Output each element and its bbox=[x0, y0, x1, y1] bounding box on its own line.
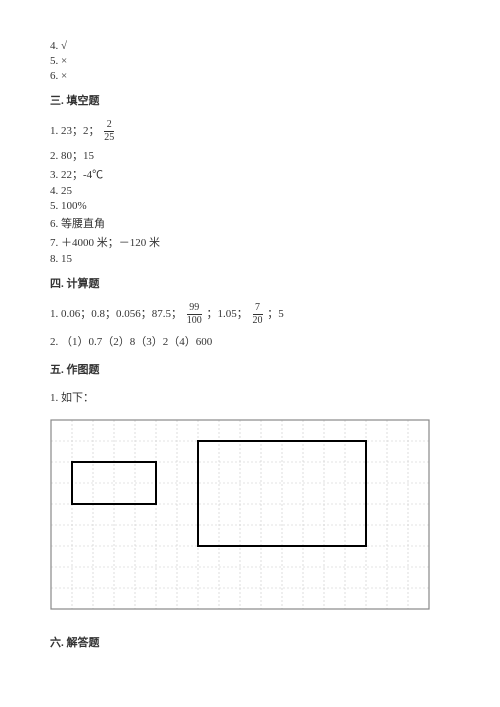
grid-svg bbox=[50, 419, 430, 610]
fraction-2-25: 2 25 bbox=[104, 120, 114, 143]
answer-6: 6. × bbox=[50, 70, 450, 82]
fillblank-8: 8. 15 bbox=[50, 253, 450, 265]
frac-den: 100 bbox=[187, 315, 202, 326]
calc-1-part1: 1. 0.06；0.8；0.056；87.5； bbox=[50, 308, 182, 320]
answer-4: 4. √ bbox=[50, 40, 450, 52]
frac-den: 20 bbox=[253, 315, 263, 326]
frac-num: 7 bbox=[253, 303, 263, 315]
section-6-title: 六. 解答题 bbox=[50, 634, 450, 650]
section-5-title: 五. 作图题 bbox=[50, 361, 450, 377]
calc-1-mid2: ；5 bbox=[267, 308, 284, 320]
answer-5: 5. × bbox=[50, 55, 450, 67]
fraction-99-100: 99 100 bbox=[187, 303, 202, 326]
fillblank-3: 3. 22；-4℃ bbox=[50, 166, 450, 182]
fraction-7-20: 7 20 bbox=[253, 303, 263, 326]
section-4-title: 四. 计算题 bbox=[50, 275, 450, 291]
frac-num: 2 bbox=[104, 120, 114, 132]
frac-den: 25 bbox=[104, 132, 114, 143]
grid-figure bbox=[50, 419, 450, 610]
fillblank-1: 1. 23；2； 2 25 bbox=[50, 120, 450, 143]
fillblank-5: 5. 100% bbox=[50, 200, 450, 212]
fillblank-7: 7. ＋4000 米；－120 米 bbox=[50, 234, 450, 250]
fillblank-1-prefix: 1. 23；2； bbox=[50, 125, 100, 137]
fillblank-2: 2. 80；15 bbox=[50, 147, 450, 163]
section-3-title: 三. 填空题 bbox=[50, 92, 450, 108]
fillblank-6: 6. 等腰直角 bbox=[50, 215, 450, 231]
frac-num: 99 bbox=[187, 303, 202, 315]
calc-1: 1. 0.06；0.8；0.056；87.5； 99 100 ；1.05； 7 … bbox=[50, 303, 450, 326]
calc-2: 2. （1）0.7（2）8（3）2（4）600 bbox=[50, 334, 450, 351]
drawing-1: 1. 如下： bbox=[50, 389, 450, 405]
fillblank-4: 4. 25 bbox=[50, 185, 450, 197]
calc-1-mid1: ；1.05； bbox=[207, 308, 248, 320]
